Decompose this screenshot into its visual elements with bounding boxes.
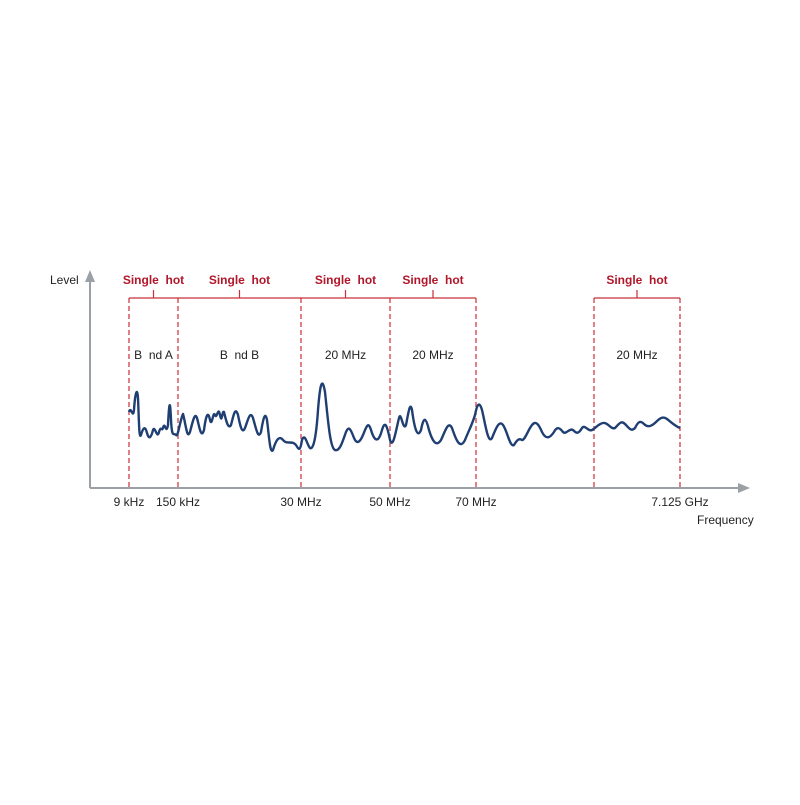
segment-label: 20 MHz xyxy=(325,348,366,362)
x-axis-label: Frequency xyxy=(697,513,754,527)
segment-label: B nd A xyxy=(134,348,173,362)
frequency-marker: 7.125 GHz xyxy=(651,495,708,509)
spectrum-trace xyxy=(127,382,681,452)
segment-label: 20 MHz xyxy=(412,348,453,362)
bracket xyxy=(594,290,680,299)
frequency-marker: 30 MHz xyxy=(280,495,321,509)
dividers xyxy=(128,298,681,488)
frequency-marker: 50 MHz xyxy=(369,495,410,509)
bracket xyxy=(390,290,476,299)
segment-label: 20 MHz xyxy=(616,348,657,362)
frequency-marker: 9 kHz xyxy=(114,495,145,509)
frequency-marker: 150 kHz xyxy=(156,495,200,509)
bracket xyxy=(178,290,301,299)
segment-label: B nd B xyxy=(220,348,259,362)
segment-header: Single hot xyxy=(209,273,270,287)
y-arrow xyxy=(85,270,95,282)
frequency-marker: 70 MHz xyxy=(455,495,496,509)
segment-header: Single hot xyxy=(315,273,376,287)
y-axis-label: Level xyxy=(50,273,79,287)
segment-header: Single hot xyxy=(123,273,184,287)
segment-header: Single hot xyxy=(606,273,667,287)
bracket xyxy=(301,290,390,299)
bracket xyxy=(129,290,178,299)
segment-header: Single hot xyxy=(402,273,463,287)
x-arrow xyxy=(738,483,750,493)
